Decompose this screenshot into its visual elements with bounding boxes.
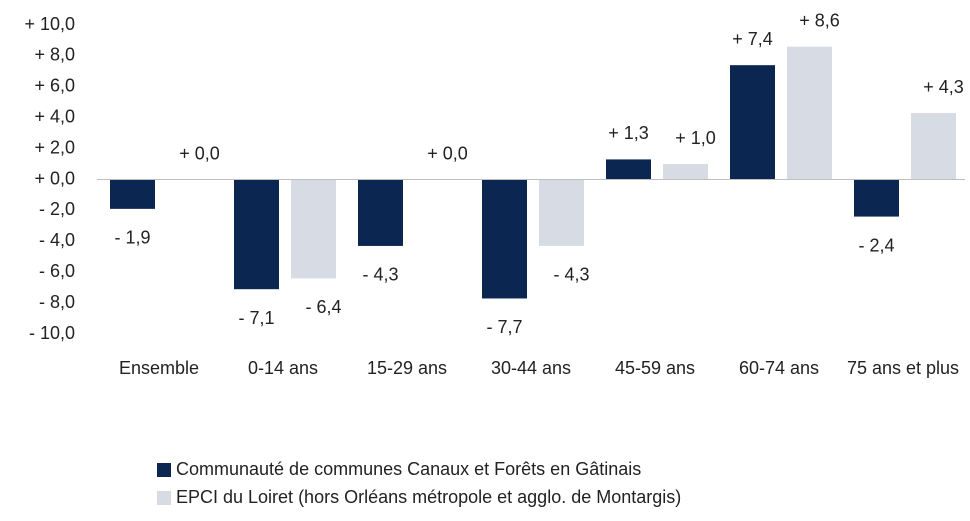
y-tick-label: - 10,0 — [29, 323, 75, 343]
x-tick-label: 45-59 ans — [614, 358, 696, 378]
data-label: + 0,0 — [427, 143, 468, 163]
legend-label: Communauté de communes Canaux et Forêts … — [176, 459, 641, 479]
x-tick-label: 60-74 ans — [738, 358, 820, 378]
data-label: - 4,3 — [362, 265, 398, 285]
y-tick-label: + 4,0 — [34, 106, 75, 126]
bar — [358, 179, 403, 246]
legend-swatch — [157, 491, 171, 505]
y-tick-label: + 0,0 — [34, 168, 75, 188]
y-tick-label: - 8,0 — [39, 292, 75, 312]
y-tick-label: - 2,0 — [39, 199, 75, 219]
x-tick-label: 15-29 ans — [366, 358, 448, 378]
data-label: + 0,0 — [179, 143, 220, 163]
bar — [787, 46, 832, 180]
data-label: - 2,4 — [858, 235, 894, 255]
x-tick-label: 0-14 ans — [247, 358, 319, 378]
data-label: + 4,3 — [923, 77, 964, 97]
x-tick-label: 30-44 ans — [490, 358, 572, 378]
bar — [911, 113, 956, 180]
bar — [234, 179, 279, 290]
data-label: - 7,7 — [486, 317, 522, 337]
bar — [291, 179, 336, 279]
bar — [730, 65, 775, 180]
bar — [854, 179, 899, 217]
data-label: + 7,4 — [732, 29, 773, 49]
y-tick-label: + 8,0 — [34, 45, 75, 65]
bar — [110, 179, 155, 209]
data-label: - 4,3 — [553, 265, 589, 285]
y-tick-label: - 6,0 — [39, 261, 75, 281]
data-label: + 1,3 — [608, 123, 649, 143]
y-tick-label: + 6,0 — [34, 76, 75, 96]
y-tick-label: - 4,0 — [39, 230, 75, 250]
legend-swatch — [157, 463, 171, 477]
legend-label: EPCI du Loiret (hors Orléans métropole e… — [176, 487, 681, 507]
bar — [482, 179, 527, 299]
y-tick-label: + 10,0 — [24, 14, 75, 34]
data-label: + 8,6 — [799, 10, 840, 30]
data-label: - 6,4 — [305, 297, 341, 317]
data-label: - 1,9 — [114, 228, 150, 248]
data-label: - 7,1 — [238, 308, 274, 328]
x-tick-label: Ensemble — [118, 358, 200, 378]
y-tick-label: + 2,0 — [34, 137, 75, 157]
x-tick-label: 75 ans et plus — [846, 358, 960, 378]
bar — [539, 179, 584, 246]
data-label: + 1,0 — [675, 128, 716, 148]
bar — [663, 164, 708, 180]
bar — [606, 159, 651, 180]
